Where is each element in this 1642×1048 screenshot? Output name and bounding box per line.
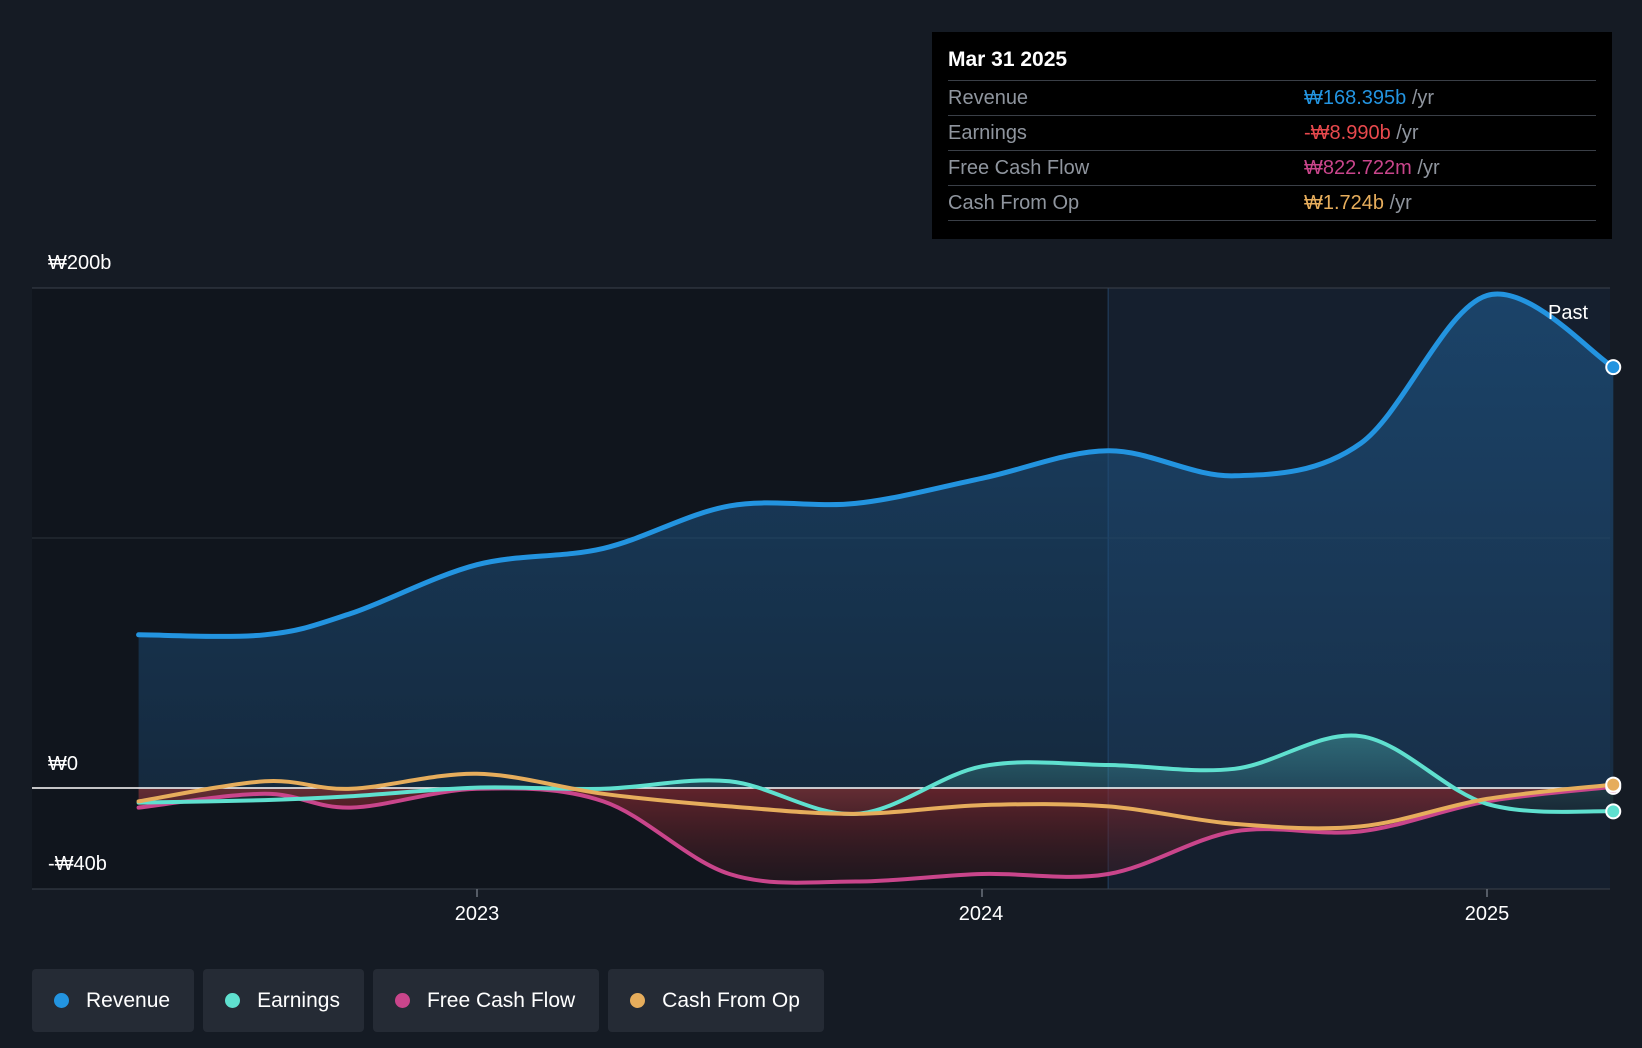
legend-label: Free Cash Flow xyxy=(426,988,576,1012)
free-cash-flow-line xyxy=(136,784,1616,885)
y-label-top: ₩200b xyxy=(48,252,112,274)
tooltip-label: Revenue xyxy=(948,87,1029,109)
legend-label: Revenue xyxy=(86,988,171,1012)
earnings-dot-icon xyxy=(225,993,241,1008)
legend: Revenue Earnings Free Cash Flow Cash Fro… xyxy=(32,969,824,1032)
legend-item-earnings[interactable]: Earnings xyxy=(203,969,364,1032)
legend-label: Earnings xyxy=(257,988,340,1012)
tooltip-label: Earnings xyxy=(948,122,1027,144)
revenue-endpoint xyxy=(1605,359,1622,376)
x-label-2025: 2025 xyxy=(1464,903,1510,925)
earnings-endpoint xyxy=(1605,803,1622,820)
tooltip-row-revenue: Revenue ₩168.395b /yr xyxy=(948,81,1596,116)
tooltip-unit: /yr xyxy=(1411,87,1435,109)
tooltip-unit: /yr xyxy=(1417,157,1440,179)
tooltip-unit: /yr xyxy=(1396,122,1419,144)
legend-item-free-cash-flow[interactable]: Free Cash Flow xyxy=(372,969,600,1032)
cash-from-op-line xyxy=(136,771,1616,831)
revenue-line xyxy=(136,291,1616,639)
y-label-bottom: -₩40b xyxy=(48,853,107,875)
tooltip-value-revenue: ₩168.395b xyxy=(1304,87,1407,109)
tooltip-value-cash-from-op: ₩1.724b xyxy=(1304,192,1385,214)
tooltip-date: Mar 31 2025 xyxy=(948,46,1596,81)
free-cash-flow-dot-icon xyxy=(394,993,410,1008)
cash-from-op-dot-icon xyxy=(630,993,646,1008)
legend-item-cash-from-op[interactable]: Cash From Op xyxy=(608,969,824,1032)
x-label-2023: 2023 xyxy=(454,903,500,925)
y-label-zero: ₩0 xyxy=(48,753,78,775)
revenue-area xyxy=(138,294,1614,789)
tooltip-row-cash-from-op: Cash From Op ₩1.724b /yr xyxy=(948,186,1596,221)
tooltip-row-free-cash-flow: Free Cash Flow ₩822.722m /yr xyxy=(948,151,1596,186)
revenue-dot-icon xyxy=(54,993,69,1008)
tooltip-label: Free Cash Flow xyxy=(948,157,1090,179)
cash-from-op-endpoint xyxy=(1605,776,1622,793)
past-label: Past xyxy=(1548,302,1589,324)
tooltip-value-earnings: -₩8.990b xyxy=(1304,122,1391,144)
tooltip-unit: /yr xyxy=(1389,192,1412,214)
tooltip-label: Cash From Op xyxy=(948,192,1080,214)
x-label-2024: 2024 xyxy=(958,903,1004,925)
tooltip-row-earnings: Earnings -₩8.990b /yr xyxy=(948,116,1596,151)
tooltip-value-free-cash-flow: ₩822.722m xyxy=(1304,157,1412,179)
legend-item-revenue[interactable]: Revenue xyxy=(32,969,195,1032)
legend-label: Cash From Op xyxy=(662,988,800,1012)
tooltip: Mar 31 2025 Revenue ₩168.395b /yr Earnin… xyxy=(932,32,1612,239)
free-cash-flow-area xyxy=(138,786,1614,883)
